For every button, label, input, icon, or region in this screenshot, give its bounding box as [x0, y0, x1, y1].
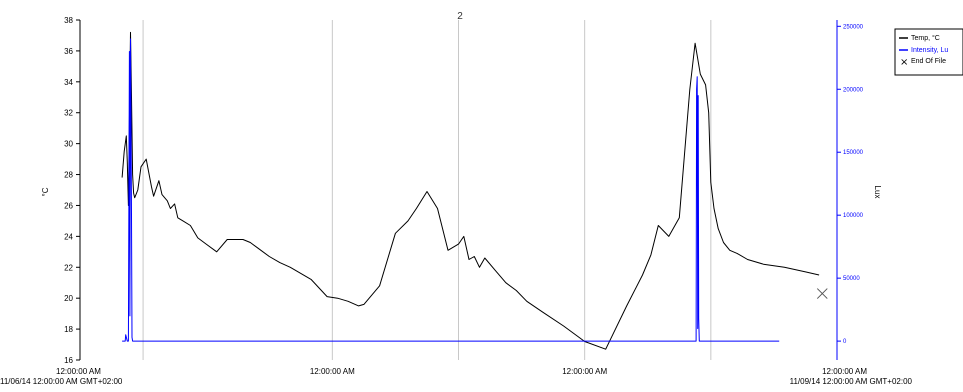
y-tick-label: 26: [64, 201, 73, 210]
legend-box: [894, 28, 963, 76]
series-lines: [121, 31, 820, 350]
y-tick-label: 28: [64, 171, 73, 180]
series-line-temp: [121, 31, 820, 350]
y2-tick-label: 150000: [843, 150, 864, 156]
x-tick-sublabel: 11/09/14 12:00:00 AM GMT+02:00: [790, 377, 913, 386]
y-tick-label: 16: [64, 356, 73, 365]
y2-tick-label: 250000: [843, 24, 864, 30]
y-tick-label: 36: [64, 47, 73, 56]
y-tick-label: 38: [64, 16, 73, 25]
y2-axis-title: Lux: [873, 186, 882, 199]
y-axis-ticks: 16 18 20 22 24 26 28 30 32 34 36 38: [64, 16, 80, 365]
y2-tick-label: 100000: [843, 213, 864, 219]
series-line-intensity: [122, 38, 780, 342]
x-tick-label: 12:00:00 AM: [562, 367, 607, 376]
y-tick-label: 20: [64, 294, 73, 303]
y-tick-label: 24: [64, 232, 73, 241]
x-tick-label: 12:00:00 AM: [822, 367, 867, 376]
x-tick-sublabel: 11/06/14 12:00:00 AM GMT+02:00: [0, 377, 123, 386]
y-tick-label: 34: [64, 78, 73, 87]
y-tick-label: 18: [64, 325, 73, 334]
x-tick-label: 12:00:00 AM: [310, 367, 355, 376]
y-axis-title: °C: [41, 187, 50, 196]
y2-tick-label: 50000: [843, 276, 860, 282]
plot-frame: [79, 20, 838, 360]
y-tick-label: 30: [64, 140, 73, 149]
y2-tick-label: 200000: [843, 87, 864, 93]
y2-tick-label: 0: [843, 339, 847, 345]
end-of-file-x-icon: [816, 288, 828, 299]
y2-axis-ticks: 0 50000 100000 150000 200000 250000: [837, 24, 864, 345]
legend-label-temp: Temp, °C: [911, 34, 940, 42]
legend-label-intensity: Intensity, Lu: [911, 47, 948, 54]
gridlines: [142, 20, 712, 360]
y-tick-label: 32: [64, 109, 73, 118]
legend: Temp, °C Intensity, Lu × End Of File: [894, 28, 963, 76]
y-tick-label: 22: [64, 263, 73, 272]
annotations: [816, 288, 828, 299]
chart-title: 2: [457, 11, 463, 22]
legend-swatch-eof-x-icon: ×: [900, 57, 908, 68]
legend-label-eof: End Of File: [911, 58, 946, 65]
x-tick-label: 12:00:00 AM: [56, 367, 101, 376]
